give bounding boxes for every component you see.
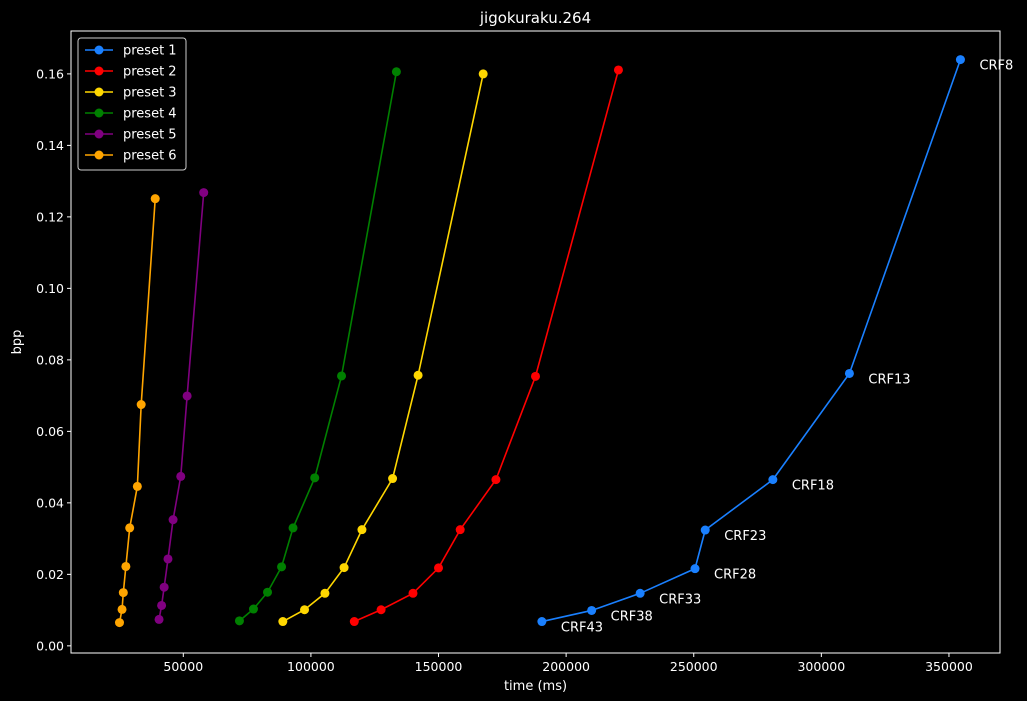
data-point-preset-2 (434, 563, 444, 573)
data-point-preset-3 (388, 474, 398, 484)
data-point-preset-2 (349, 617, 359, 627)
legend: preset 1 preset 2 preset 3 preset 4 preset 5… (77, 37, 187, 171)
data-point-preset-6 (121, 561, 131, 571)
crf-annotation: CRF23 (724, 529, 766, 544)
data-point-preset-1 (635, 588, 645, 598)
crf-annotation: CRF13 (868, 372, 910, 387)
data-point-preset-4 (391, 67, 401, 77)
crf-annotation: CRF18 (792, 479, 834, 494)
data-point-preset-4 (310, 473, 320, 483)
legend-label: preset 1 (123, 44, 177, 59)
data-point-preset-5 (182, 391, 192, 401)
data-point-preset-3 (478, 69, 488, 79)
crf-annotation: CRF38 (611, 609, 653, 624)
legend-label: preset 6 (123, 149, 177, 164)
data-point-preset-6 (125, 523, 135, 533)
x-tick-label: 300000 (797, 659, 845, 674)
plot-area: 50000 100000 150000 200000 250000 300000 35000… (36, 55, 1013, 674)
y-tick-label: 0.06 (36, 424, 64, 439)
data-point-preset-1 (690, 564, 700, 574)
x-tick-label: 50000 (163, 659, 203, 674)
plot-frame (70, 30, 1001, 654)
y-axis-label: bpp (10, 330, 25, 355)
data-point-preset-2 (613, 65, 623, 75)
data-point-preset-6 (114, 618, 124, 628)
data-point-preset-6 (118, 588, 128, 598)
x-tick-label: 150000 (415, 659, 463, 674)
legend-marker (94, 45, 104, 55)
data-point-preset-3 (357, 525, 367, 535)
data-point-preset-4 (234, 616, 244, 626)
data-point-preset-3 (300, 605, 310, 615)
crf-annotation: CRF33 (659, 592, 701, 607)
y-tick-label: 0.14 (36, 138, 64, 153)
x-tick-label: 200000 (542, 659, 590, 674)
data-point-preset-6 (117, 604, 127, 614)
legend-label: preset 2 (123, 65, 177, 80)
data-point-preset-1 (587, 605, 597, 615)
data-point-preset-1 (768, 475, 778, 485)
data-point-preset-4 (277, 562, 287, 572)
data-point-preset-1 (955, 55, 965, 65)
data-point-preset-5 (154, 614, 164, 624)
data-point-preset-4 (337, 371, 347, 381)
data-point-preset-1 (700, 525, 710, 535)
data-point-preset-6 (136, 400, 146, 410)
crf-annotation: CRF43 (561, 621, 603, 636)
data-point-preset-2 (376, 605, 386, 615)
data-point-preset-5 (176, 471, 186, 481)
legend-marker (94, 150, 104, 160)
y-tick-label: 0.02 (36, 567, 64, 582)
data-point-preset-3 (278, 617, 288, 627)
data-point-preset-4 (263, 587, 273, 597)
legend-marker (94, 108, 104, 118)
data-point-preset-6 (150, 194, 160, 204)
data-point-preset-2 (491, 475, 501, 485)
crf-annotation: CRF8 (979, 59, 1013, 74)
data-point-preset-3 (320, 588, 330, 598)
y-tick-label: 0.10 (36, 281, 64, 296)
data-point-preset-3 (413, 370, 423, 380)
data-point-preset-5 (157, 600, 167, 610)
data-point-preset-1 (537, 617, 547, 627)
data-point-preset-2 (455, 525, 465, 535)
data-point-preset-3 (339, 563, 349, 573)
y-tick-label: 0.08 (36, 352, 64, 367)
legend-marker (94, 129, 104, 139)
x-axis-label: time (ms) (504, 679, 567, 694)
legend-label: preset 4 (123, 107, 177, 122)
legend-label: preset 5 (123, 128, 177, 143)
series-line-preset-1 (541, 59, 962, 623)
y-tick-label: 0.12 (36, 209, 64, 224)
data-point-preset-2 (531, 371, 540, 381)
x-tick-label: 350000 (925, 659, 973, 674)
data-point-preset-4 (288, 523, 298, 533)
y-tick-label: 0.00 (36, 638, 64, 653)
data-point-preset-6 (132, 481, 142, 491)
data-point-preset-4 (248, 604, 258, 614)
data-point-preset-5 (163, 554, 173, 564)
x-tick-label: 250000 (670, 659, 718, 674)
series-line-preset-2 (353, 69, 620, 623)
data-point-preset-1 (844, 368, 854, 378)
crf-annotation: CRF28 (714, 568, 756, 583)
legend-marker (94, 66, 104, 76)
legend-marker (94, 87, 104, 97)
y-tick-label: 0.04 (36, 495, 64, 510)
chart-title: jigokuraku.264 (479, 9, 591, 27)
data-point-preset-2 (408, 588, 418, 598)
data-point-preset-5 (159, 582, 169, 592)
legend-label: preset 3 (123, 86, 177, 101)
y-tick-label: 0.16 (36, 66, 64, 81)
x-tick-label: 100000 (287, 659, 335, 674)
data-point-preset-5 (199, 188, 209, 198)
data-point-preset-5 (168, 515, 178, 525)
